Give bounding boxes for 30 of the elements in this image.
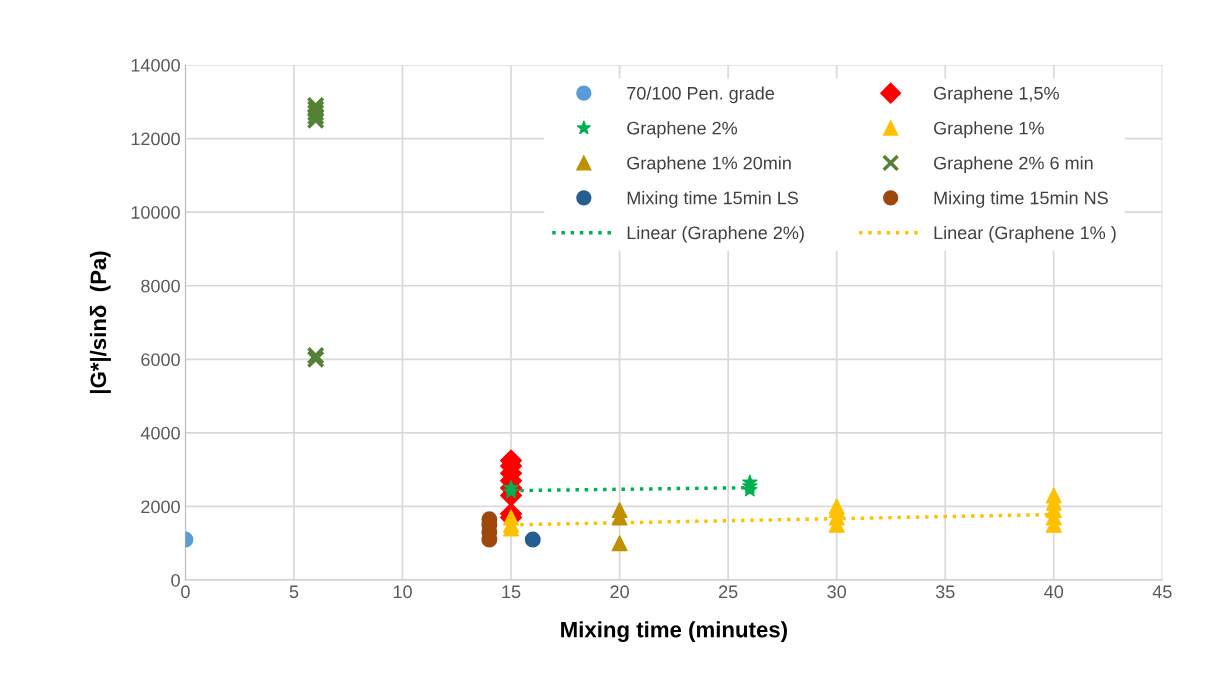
y-tick-label: 2000 bbox=[141, 500, 180, 514]
y-axis-title: |G*|/sinδ (Pa) bbox=[89, 251, 111, 394]
x-tick-label: 45 bbox=[1152, 585, 1172, 599]
y-tick-label: 4000 bbox=[140, 426, 180, 440]
x-tick-label: 15 bbox=[502, 585, 521, 599]
legend-label: Graphene 2% 6 min bbox=[934, 156, 1093, 173]
x-tick-label: 35 bbox=[935, 585, 955, 599]
legend-label: Graphene 1% 20min bbox=[627, 156, 791, 173]
x-tick-label: 40 bbox=[1044, 585, 1064, 599]
x-tick-label: 5 bbox=[289, 585, 299, 599]
legend-label: Mixing time 15min NS bbox=[934, 191, 1108, 208]
y-tick-label: 10000 bbox=[131, 206, 180, 219]
y-tick-label: 0 bbox=[171, 573, 180, 587]
legend-label: Linear (Graphene 1% ) bbox=[934, 225, 1116, 243]
legend-label: Mixing time 15min LS bbox=[627, 191, 799, 208]
legend-label: Graphene 1,5% bbox=[934, 86, 1059, 104]
x-tick-label: 25 bbox=[719, 585, 738, 599]
x-axis-title: Mixing time (minutes) bbox=[561, 621, 787, 642]
y-tick-label: 14000 bbox=[131, 58, 180, 72]
y-tick-label: 6000 bbox=[141, 353, 180, 367]
x-tick-label: 30 bbox=[827, 585, 847, 599]
x-tick-label: 20 bbox=[610, 585, 629, 599]
x-tick-label: 10 bbox=[393, 585, 412, 599]
y-tick-label: 8000 bbox=[141, 279, 180, 293]
legend-label: Graphene 2% bbox=[627, 121, 738, 139]
y-tick-label: 12000 bbox=[131, 132, 180, 146]
legend-label: Linear (Graphene 2%) bbox=[627, 225, 804, 243]
legend-label: Graphene 1% bbox=[934, 121, 1044, 139]
x-tick-label: 0 bbox=[181, 585, 190, 599]
legend-label: 70/100 Pen. grade bbox=[627, 86, 775, 104]
